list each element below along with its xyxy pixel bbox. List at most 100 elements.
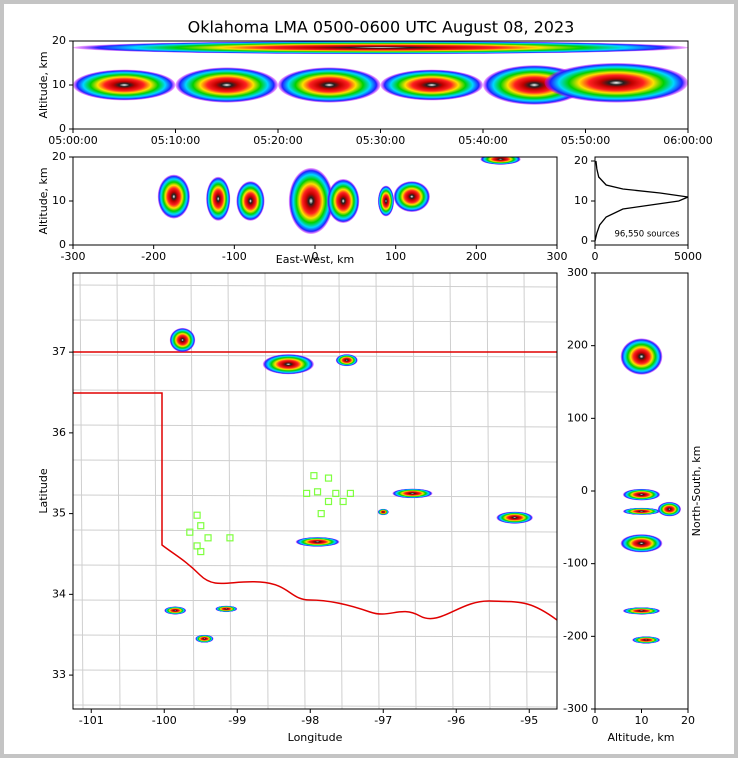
y-axis-label: Latitude [37, 468, 50, 514]
annotation: 96,550 sources [614, 230, 680, 240]
y-tick-label: 10 [52, 194, 66, 207]
county-line [73, 284, 557, 288]
lightning-density [236, 181, 265, 221]
y-tick-label: 10 [52, 78, 66, 91]
lightning-density [392, 488, 433, 499]
chart-title: Oklahoma LMA 0500-0600 UTC August 08, 20… [188, 18, 575, 37]
y-tick-label: 20 [52, 34, 66, 47]
y-tick-label: 33 [52, 668, 66, 681]
x-tick-label: 05:10:00 [151, 134, 200, 147]
x-tick-label: -98 [301, 714, 319, 727]
x-tick-label: 20 [681, 714, 695, 727]
lightning-density [262, 354, 314, 375]
county-line [73, 704, 557, 708]
station [310, 472, 318, 480]
x-tick-label: -99 [228, 714, 246, 727]
plot-area [164, 327, 533, 643]
lightning-density [620, 534, 663, 553]
y-tick-label: 10 [574, 194, 588, 207]
county-line [264, 273, 269, 709]
lightning-density [215, 605, 238, 613]
station [346, 489, 355, 498]
x-tick-label: -200 [141, 250, 166, 263]
county-line [73, 389, 557, 393]
county-line [73, 634, 557, 638]
y-tick-label: 36 [52, 426, 66, 439]
y-tick-label: -300 [563, 702, 588, 715]
x-tick-label: 5000 [674, 250, 702, 263]
y-tick-label: -100 [563, 557, 588, 570]
x-tick-label: 200 [466, 250, 487, 263]
lightning-density [377, 185, 395, 217]
lightning-density [175, 67, 278, 103]
station [204, 534, 212, 542]
y-tick-label: 37 [52, 345, 66, 358]
station [313, 488, 322, 496]
y-tick-label: 300 [567, 266, 588, 279]
lightning-density [169, 327, 196, 353]
plot-area [157, 157, 521, 234]
station [193, 511, 201, 519]
station [197, 547, 205, 556]
lightning-density [335, 354, 358, 367]
lightning-density [620, 338, 663, 375]
county-line [73, 529, 557, 533]
county-line [375, 273, 380, 709]
lightning-density [73, 41, 688, 55]
county-line [227, 273, 232, 709]
lightning-density [377, 508, 389, 516]
x-tick-label: -100 [222, 250, 247, 263]
lightning-density [496, 511, 533, 524]
lightning-density [206, 176, 231, 221]
y-axis-label: North-South, km [690, 446, 703, 537]
x-tick-label: 0 [592, 250, 599, 263]
county-line [73, 494, 557, 498]
x-axis-label: Longitude [288, 731, 343, 744]
plot-area [595, 160, 688, 242]
station [324, 497, 333, 506]
y-tick-label: 200 [567, 339, 588, 352]
plot-area [73, 41, 688, 105]
county-line [116, 273, 121, 709]
y-tick-label: 0 [59, 122, 66, 135]
station [324, 474, 333, 482]
y-tick-label: -200 [563, 629, 588, 642]
county-line [73, 669, 557, 673]
y-tick-label: 35 [52, 507, 66, 520]
y-tick-label: 20 [574, 154, 588, 167]
x-tick-label: -96 [447, 714, 465, 727]
x-axis-label: East-West, km [276, 253, 354, 266]
x-tick-label: 06:00:00 [663, 134, 712, 147]
lightning-density [622, 607, 661, 615]
y-axis-label: Altitude, km [37, 167, 50, 234]
lightning-density [480, 157, 521, 165]
lightning-density [393, 181, 430, 213]
county-line [73, 354, 557, 358]
station [339, 497, 347, 506]
lightning-density [622, 488, 661, 501]
station [226, 534, 234, 542]
x-tick-label: 05:20:00 [253, 134, 302, 147]
x-tick-label: 05:50:00 [561, 134, 610, 147]
lightning-density [73, 69, 176, 101]
x-tick-label: 10 [635, 714, 649, 727]
county-line [73, 424, 557, 428]
y-tick-label: 0 [581, 484, 588, 497]
x-tick-label: 05:40:00 [458, 134, 507, 147]
lightning-density [295, 537, 340, 547]
y-axis-label: Altitude, km [37, 51, 50, 118]
x-tick-label: 0 [592, 714, 599, 727]
county-line [338, 273, 343, 709]
x-axis-label: Altitude, km [607, 731, 674, 744]
x-tick-label: 0 [312, 250, 319, 263]
county-line [73, 564, 557, 568]
x-tick-label: 100 [385, 250, 406, 263]
y-tick-label: 0 [59, 238, 66, 251]
y-tick-label: 34 [52, 587, 66, 600]
lightning-density [327, 179, 360, 223]
county-line [486, 273, 491, 709]
plot-area [620, 338, 682, 644]
x-tick-label: -95 [520, 714, 538, 727]
station [303, 489, 311, 498]
